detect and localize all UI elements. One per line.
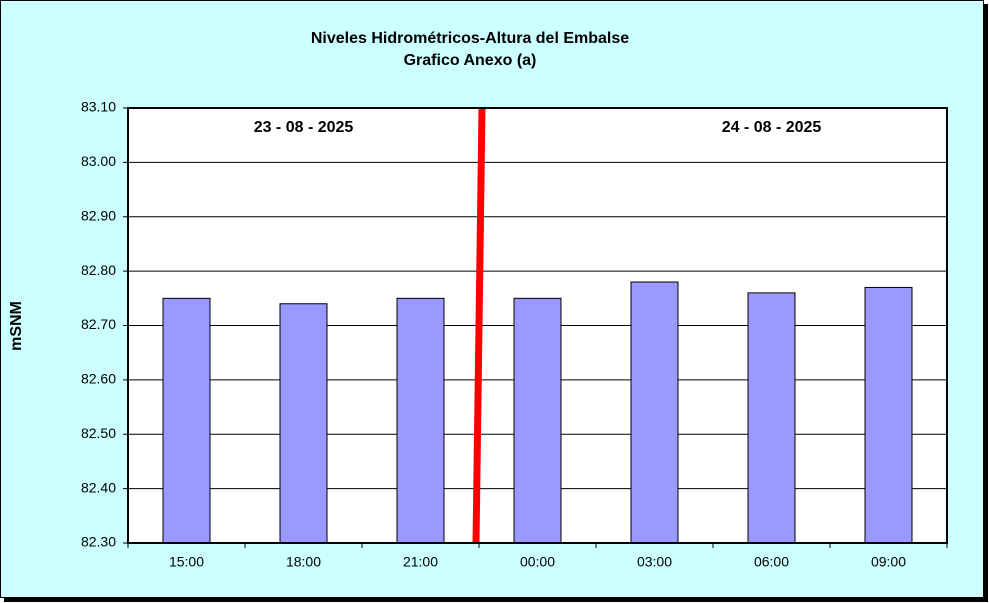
date-annotation: 24 - 08 - 2025 (722, 119, 822, 136)
x-tick-label: 21:00 (403, 554, 438, 570)
x-tick-label: 06:00 (754, 554, 789, 570)
y-tick-label: 82.30 (81, 534, 116, 550)
bar (279, 303, 328, 544)
chart-subtitle: Grafico Anexo (a) (404, 52, 537, 69)
y-tick-label: 83.00 (81, 153, 116, 169)
y-tick-label: 82.40 (81, 479, 116, 495)
bar (513, 297, 562, 544)
x-tick-label: 15:00 (169, 554, 204, 570)
bar (162, 297, 211, 544)
plot-border (127, 107, 948, 544)
date-annotation: 23 - 08 - 2025 (254, 119, 354, 136)
y-tick-label: 82.50 (81, 425, 116, 441)
bar (747, 292, 796, 544)
x-tick-label: 18:00 (286, 554, 321, 570)
x-tick-label: 00:00 (520, 554, 555, 570)
y-tick-label: 82.90 (81, 207, 116, 223)
bar (396, 297, 445, 544)
y-tick-label: 82.60 (81, 371, 116, 387)
y-tick-label: 82.80 (81, 262, 116, 278)
y-tick-label: 83.10 (81, 99, 116, 115)
y-tick-label: 82.70 (81, 316, 116, 332)
bar (864, 286, 913, 544)
chart-title: Niveles Hidrométricos-Altura del Embalse (311, 30, 629, 47)
day-separator (472, 107, 486, 544)
y-axis-label: mSNM (8, 301, 25, 351)
x-tick-label: 03:00 (637, 554, 672, 570)
bar (630, 281, 679, 544)
x-tick-label: 09:00 (871, 554, 906, 570)
